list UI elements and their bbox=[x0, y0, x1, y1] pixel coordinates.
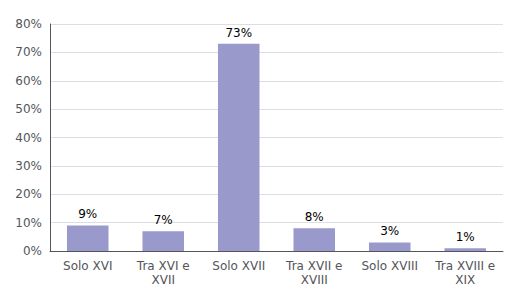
svg-text:1%: 1% bbox=[456, 230, 475, 244]
svg-text:70%: 70% bbox=[15, 45, 42, 59]
svg-text:Solo XVI: Solo XVI bbox=[63, 259, 112, 273]
svg-text:Tra XVII e: Tra XVII e bbox=[285, 259, 342, 273]
svg-text:Tra XVI e: Tra XVI e bbox=[136, 259, 190, 273]
svg-text:50%: 50% bbox=[15, 102, 42, 116]
svg-text:40%: 40% bbox=[15, 131, 42, 145]
svg-text:0%: 0% bbox=[23, 244, 42, 258]
svg-text:XVII: XVII bbox=[151, 273, 175, 287]
svg-text:XVIII: XVIII bbox=[301, 273, 328, 287]
svg-text:80%: 80% bbox=[15, 17, 42, 31]
svg-text:10%: 10% bbox=[15, 216, 42, 230]
svg-text:73%: 73% bbox=[225, 26, 252, 40]
svg-text:8%: 8% bbox=[305, 210, 324, 224]
svg-text:60%: 60% bbox=[15, 74, 42, 88]
svg-text:7%: 7% bbox=[154, 213, 173, 227]
svg-text:9%: 9% bbox=[78, 207, 97, 221]
svg-text:20%: 20% bbox=[15, 187, 42, 201]
svg-text:Tra XVIII e: Tra XVIII e bbox=[434, 259, 495, 273]
svg-text:Solo XVII: Solo XVII bbox=[212, 259, 265, 273]
svg-text:XIX: XIX bbox=[455, 273, 475, 287]
svg-text:Solo XVIII: Solo XVIII bbox=[362, 259, 419, 273]
svg-text:3%: 3% bbox=[380, 224, 399, 238]
svg-text:30%: 30% bbox=[15, 159, 42, 173]
